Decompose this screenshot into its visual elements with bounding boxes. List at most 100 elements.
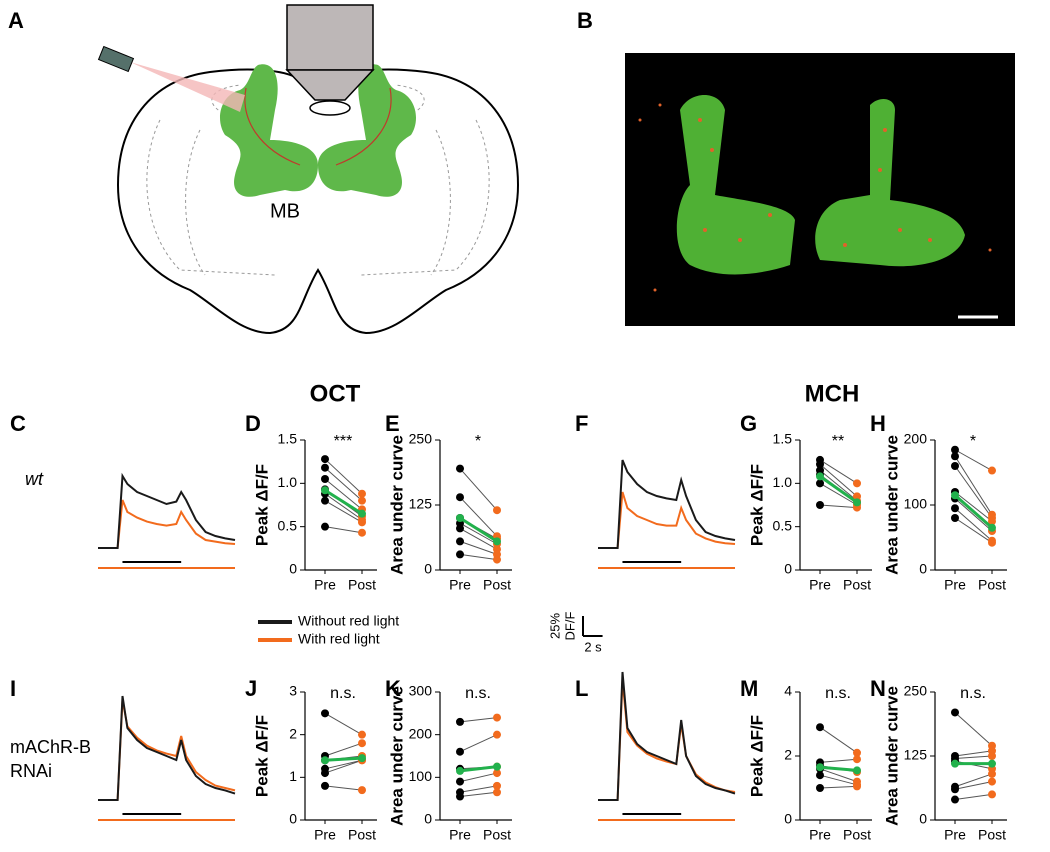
y-tick-label: 4 xyxy=(784,683,792,699)
post-dot xyxy=(493,555,501,564)
mean-line xyxy=(819,765,858,772)
pair-line xyxy=(954,455,993,516)
y-tick-label: 0 xyxy=(424,811,432,827)
row-label: RNAi xyxy=(10,761,52,781)
legend-label: Without red light xyxy=(298,613,399,629)
objective xyxy=(285,69,375,101)
pair-line xyxy=(819,758,858,763)
x-tick-label: Pre xyxy=(449,827,471,843)
panel-label: H xyxy=(870,411,886,436)
significance: n.s. xyxy=(825,685,851,702)
pair-line xyxy=(324,526,363,534)
y-tick-label: 300 xyxy=(409,683,433,699)
pre-dot xyxy=(321,475,329,483)
y-tick-label: 2 xyxy=(289,725,297,741)
mushroom-body-image xyxy=(815,98,965,267)
trace xyxy=(98,695,236,801)
pair-line xyxy=(324,478,363,510)
post-dot xyxy=(358,518,366,527)
pair-line xyxy=(954,465,993,519)
post-dot xyxy=(853,479,861,488)
y-tick-label: 1.5 xyxy=(278,431,298,447)
x-tick-label: Post xyxy=(348,827,376,843)
y-tick-label: 0 xyxy=(919,811,927,827)
panel-label: F xyxy=(575,411,588,436)
y-tick-label: 1.5 xyxy=(773,431,793,447)
pre-dot xyxy=(951,785,959,794)
post-dot xyxy=(493,730,501,739)
y-tick-label: 250 xyxy=(904,683,928,699)
pair-line xyxy=(459,496,498,537)
mean-dot xyxy=(816,472,824,481)
mean-dot xyxy=(988,523,996,532)
pre-dot xyxy=(951,708,959,717)
pre-dot xyxy=(321,781,329,790)
pair-line xyxy=(819,482,858,506)
y-tick-label: 0 xyxy=(289,561,297,577)
pre-dot xyxy=(456,524,464,533)
y-tick-label: 0 xyxy=(919,561,927,577)
pair-line xyxy=(819,463,858,497)
pre-dot xyxy=(456,747,464,756)
x-tick-label: Pre xyxy=(314,827,336,843)
row-label: wt xyxy=(25,469,44,489)
post-dot xyxy=(358,730,366,739)
pre-dot xyxy=(456,792,464,801)
pair-line xyxy=(954,507,993,542)
y-tick-label: 125 xyxy=(904,747,928,763)
panel-label: I xyxy=(10,676,16,701)
post-dot xyxy=(988,777,996,786)
mean-line xyxy=(324,756,363,762)
significance: *** xyxy=(334,433,353,450)
panel-label: L xyxy=(575,676,588,701)
x-tick-label: Pre xyxy=(314,577,336,593)
pair-line xyxy=(459,527,498,550)
significance: * xyxy=(970,433,976,450)
post-dot xyxy=(988,752,996,760)
pre-dot xyxy=(456,717,464,726)
y-tick-label: 1.0 xyxy=(278,474,298,490)
condition-header: OCT xyxy=(310,380,361,407)
post-dot xyxy=(493,713,501,722)
mean-line xyxy=(459,765,498,773)
y-tick-label: 0 xyxy=(784,811,792,827)
post-dot xyxy=(988,790,996,799)
scale-bar-label: DF/F xyxy=(562,612,577,641)
pair-line xyxy=(324,759,363,770)
y-axis-label: Area under curve xyxy=(882,435,901,575)
mean-dot xyxy=(951,759,959,768)
pair-line xyxy=(324,759,363,774)
panel-label: E xyxy=(385,411,400,436)
pre-dot xyxy=(951,795,959,804)
pre-dot xyxy=(321,522,329,531)
y-tick-label: 100 xyxy=(904,496,928,512)
trace xyxy=(598,671,736,801)
laser-beam xyxy=(130,62,245,112)
post-dot xyxy=(358,496,366,505)
pre-dot xyxy=(816,784,824,792)
significance: * xyxy=(475,433,481,450)
post-dot xyxy=(358,739,366,748)
pair-line xyxy=(954,750,993,757)
pair-line xyxy=(954,793,993,801)
pair-line xyxy=(819,726,858,754)
x-tick-label: Pre xyxy=(449,577,471,593)
pair-line xyxy=(324,458,363,495)
pair-line xyxy=(819,785,858,789)
y-axis-label: Area under curve xyxy=(387,435,406,575)
mean-line xyxy=(324,488,363,515)
pair-line xyxy=(324,467,363,502)
x-tick-label: Pre xyxy=(809,827,831,843)
pair-line xyxy=(459,468,498,511)
x-tick-label: Post xyxy=(843,577,871,593)
laser xyxy=(97,45,135,73)
mean-dot xyxy=(456,514,464,522)
mean-dot xyxy=(493,537,501,546)
y-tick-label: 200 xyxy=(904,431,928,447)
mean-dot xyxy=(493,762,501,771)
x-tick-label: Post xyxy=(978,577,1006,593)
pair-line xyxy=(954,449,993,471)
pair-line xyxy=(459,553,498,561)
pre-dot xyxy=(951,445,959,454)
region-label: MB xyxy=(270,200,300,222)
